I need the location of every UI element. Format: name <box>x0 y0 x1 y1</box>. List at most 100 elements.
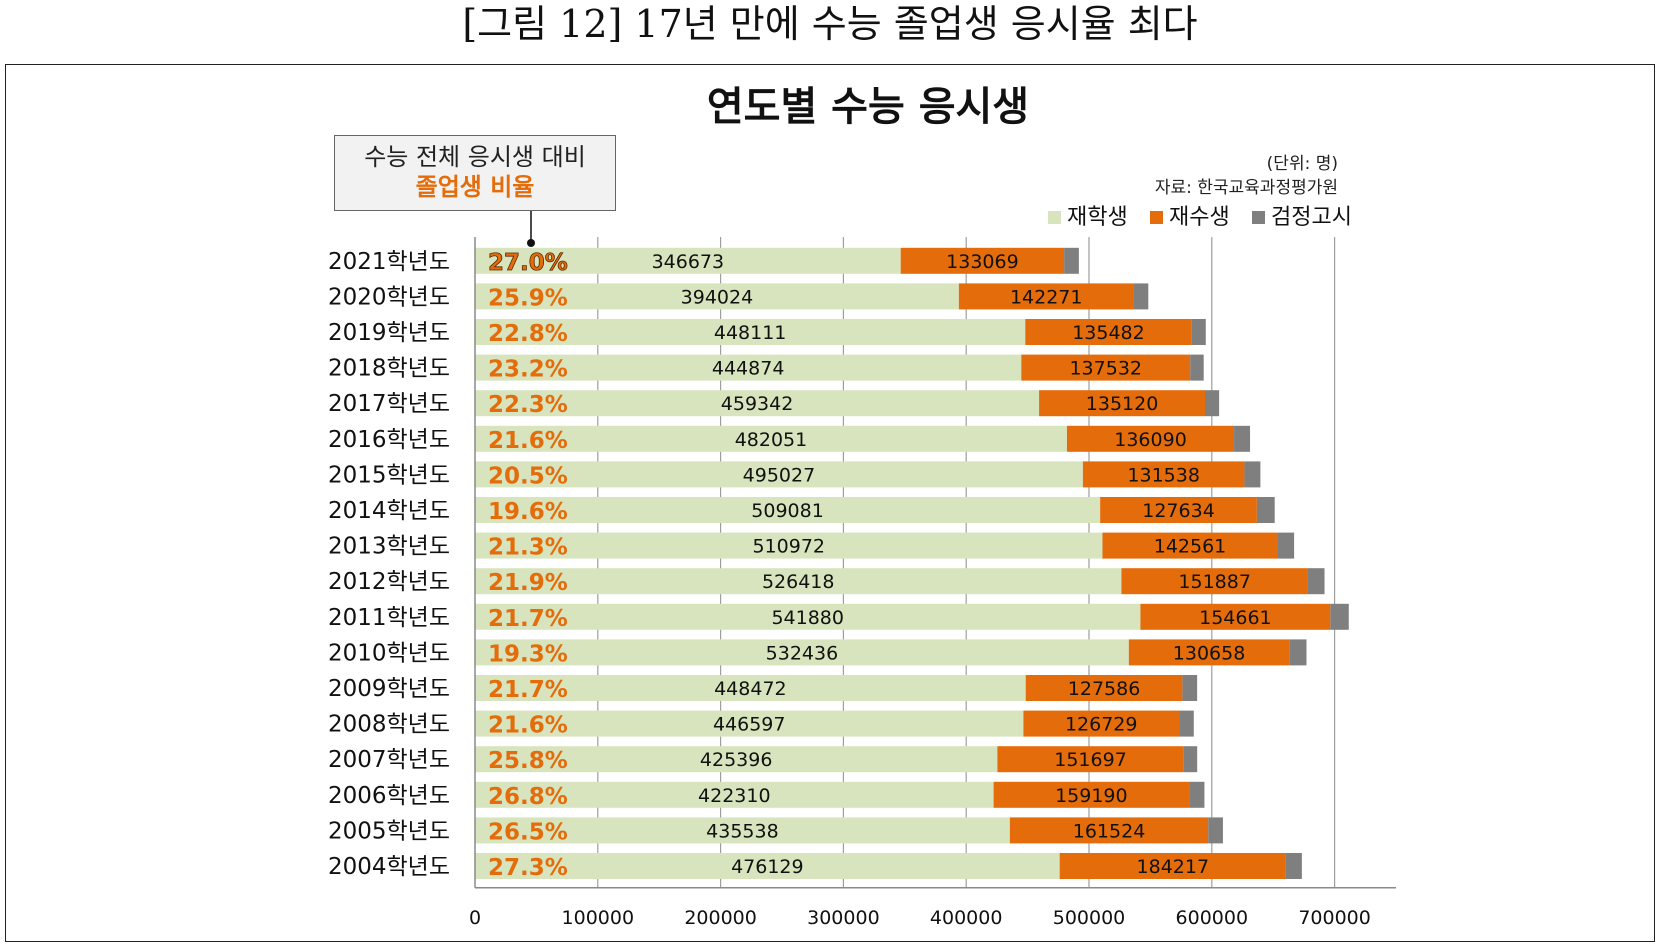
bar-enrolled <box>475 710 1024 737</box>
bar-ged <box>1191 319 1206 345</box>
x-tick-label: 600000 <box>1176 907 1249 929</box>
data-label: 137532 <box>1069 358 1142 380</box>
bar-ged <box>1277 532 1295 559</box>
bar-enrolled <box>475 675 1026 701</box>
x-tick-label: 300000 <box>807 907 880 929</box>
data-label: 541880 <box>771 607 844 629</box>
category-label: 2017학년도 <box>328 391 450 417</box>
bar-enrolled <box>475 461 1083 488</box>
category-label: 2010학년도 <box>328 640 450 666</box>
data-label: 142561 <box>1154 536 1227 558</box>
callout-pointer <box>527 211 535 247</box>
bar-repeat <box>1059 853 1286 879</box>
data-label: 151697 <box>1054 749 1127 771</box>
bar-ged <box>1307 568 1325 595</box>
figure-caption: [그림 12] 17년 만에 수능 졸업생 응시율 최다 <box>462 2 1198 46</box>
bar-enrolled <box>475 497 1101 523</box>
ratio-label: 25.9% <box>488 285 568 311</box>
data-label: 532436 <box>766 642 839 664</box>
x-tick-label: 200000 <box>684 907 757 929</box>
bar-ged <box>1179 710 1194 737</box>
data-label: 435538 <box>706 820 779 842</box>
data-label: 459342 <box>721 393 794 415</box>
data-label: 133069 <box>946 251 1019 273</box>
data-label: 509081 <box>751 500 824 522</box>
category-label: 2009학년도 <box>328 676 450 702</box>
category-label: 2013학년도 <box>328 534 450 560</box>
category-label: 2011학년도 <box>328 605 450 631</box>
bar-enrolled <box>475 746 998 773</box>
data-label: 448111 <box>714 322 787 344</box>
category-label: 2008학년도 <box>328 712 450 738</box>
category-label: 2015학년도 <box>328 462 450 488</box>
data-label: 151887 <box>1178 571 1251 593</box>
bar-ged <box>1234 425 1251 452</box>
ratio-label: 22.8% <box>488 321 568 347</box>
bars: 2021학년도 346673 133069 27.0% 2020학년도 394024 142… <box>328 247 1349 881</box>
bar-repeat <box>1023 710 1180 737</box>
bar-ged <box>1133 283 1149 310</box>
source-note: 자료: 한국교육과정평가원 <box>1155 178 1338 198</box>
category-label: 2020학년도 <box>328 284 450 310</box>
ratio-label: 19.3% <box>488 641 568 667</box>
ratio-label: 27.0% <box>488 250 568 276</box>
ratio-label: 26.5% <box>488 819 568 845</box>
category-label: 2007학년도 <box>328 747 450 773</box>
ratio-label: 21.6% <box>488 428 568 454</box>
category-label: 2004학년도 <box>328 854 450 880</box>
data-label: 136090 <box>1114 429 1187 451</box>
callout-line2: 졸업생 비율 <box>415 173 535 201</box>
legend: 재학생 재수생 검정고시 <box>1048 205 1352 230</box>
bar-repeat <box>1039 390 1205 417</box>
ratio-label: 25.8% <box>488 748 568 774</box>
gridlines <box>597 237 1336 888</box>
bar-enrolled <box>475 390 1040 417</box>
bar-enrolled <box>475 568 1122 595</box>
data-label: 394024 <box>681 286 754 308</box>
ratio-label: 21.3% <box>488 535 568 561</box>
legend-swatch <box>1150 211 1163 224</box>
bar-ged <box>1189 781 1205 808</box>
data-label: 526418 <box>762 571 835 593</box>
data-label: 482051 <box>735 429 808 451</box>
bar-repeat <box>1102 532 1278 559</box>
ratio-label: 21.6% <box>488 713 568 739</box>
data-label: 444874 <box>712 358 785 380</box>
data-label: 131538 <box>1127 464 1200 486</box>
data-label: 159190 <box>1055 785 1128 807</box>
chart-frame <box>5 64 1655 942</box>
callout-line1: 수능 전체 응시생 대비 <box>364 143 586 171</box>
data-label: 127586 <box>1068 678 1141 700</box>
bar-ged <box>1204 390 1220 417</box>
ratio-label: 21.9% <box>488 570 568 596</box>
data-label: 425396 <box>700 749 773 771</box>
data-label: 495027 <box>743 464 816 486</box>
bar-repeat <box>1025 319 1192 345</box>
bar-ged <box>1182 675 1198 701</box>
x-tick-label: 100000 <box>562 907 635 929</box>
category-label: 2014학년도 <box>328 498 450 524</box>
bar-repeat <box>900 247 1065 274</box>
category-label: 2005학년도 <box>328 818 450 844</box>
data-label: 446597 <box>713 714 786 736</box>
data-label: 126729 <box>1065 714 1138 736</box>
data-label: 184217 <box>1137 856 1210 878</box>
bar-ged <box>1183 746 1198 773</box>
bar-enrolled <box>475 603 1141 630</box>
bar-ged <box>1285 853 1302 879</box>
data-label: 127634 <box>1142 500 1215 522</box>
chart-title: 연도별 수능 응시생 <box>707 84 1029 130</box>
bar-repeat <box>997 746 1184 773</box>
bar-repeat <box>1025 675 1183 701</box>
bar-enrolled <box>475 247 901 274</box>
bar-repeat <box>958 283 1134 310</box>
category-label: 2019학년도 <box>328 320 450 346</box>
data-label: 135482 <box>1072 322 1145 344</box>
ratio-label: 23.2% <box>488 357 568 383</box>
bar-repeat <box>1066 425 1235 452</box>
ratio-label: 22.3% <box>488 392 568 418</box>
bar-enrolled <box>475 319 1026 345</box>
ratio-label: 21.7% <box>488 606 568 632</box>
bar-repeat <box>1140 603 1331 630</box>
